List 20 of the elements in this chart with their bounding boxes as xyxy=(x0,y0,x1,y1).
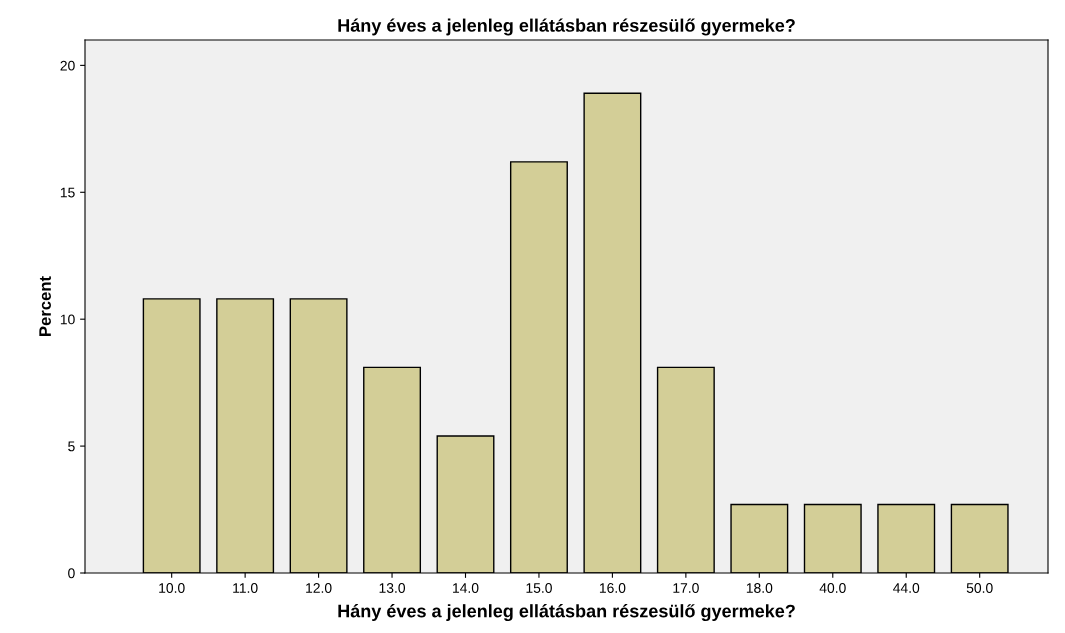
y-tick-label: 5 xyxy=(68,441,75,452)
x-tick-label: 16.0 xyxy=(599,583,626,593)
x-tick-label: 40.0 xyxy=(819,583,846,593)
x-tick-label: 17.0 xyxy=(673,583,699,593)
x-tick-label: 15.0 xyxy=(526,583,552,593)
y-tick-label: 15 xyxy=(60,187,75,198)
y-axis-title: Percent xyxy=(39,276,51,336)
x-tick-label: 14.0 xyxy=(453,583,479,593)
x-tick-label: 11.0 xyxy=(233,583,258,593)
x-tick-label: 13.0 xyxy=(379,583,406,593)
x-tick-label: 50.0 xyxy=(966,583,993,593)
x-axis-title: Hány éves a jelenleg ellátásban részesülő gyermeke? xyxy=(338,604,795,622)
x-tick-label: 10.0 xyxy=(159,583,185,593)
chart-title: Hány éves a jelenleg ellátásban részesülő gyermeke? xyxy=(338,18,795,36)
y-tick-label: 0 xyxy=(68,568,75,579)
y-tick-label: 20 xyxy=(60,60,75,71)
y-tick-label: 10 xyxy=(60,314,75,325)
x-tick-label: 44.0 xyxy=(893,583,920,593)
x-tick-label: 18.0 xyxy=(746,583,773,593)
x-tick-label: 12.0 xyxy=(306,583,332,593)
